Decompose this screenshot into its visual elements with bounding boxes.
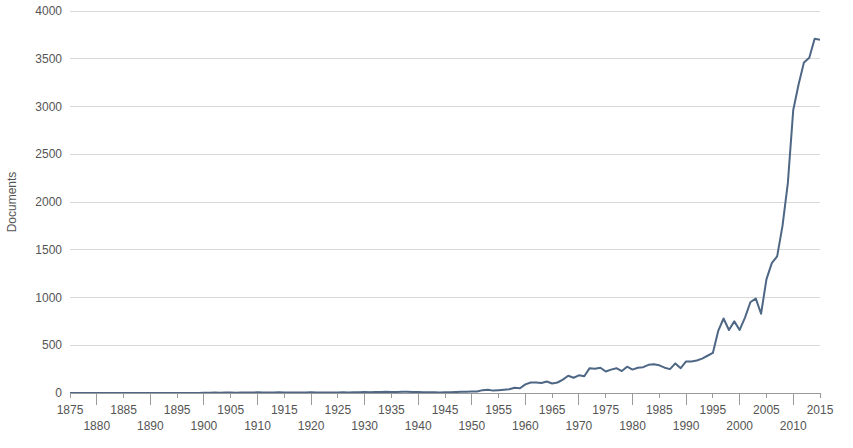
- x-tick: [230, 393, 231, 398]
- x-tick-label: 1955: [485, 403, 512, 417]
- x-tick: [471, 393, 472, 405]
- x-tick: [257, 393, 258, 405]
- x-tick: [391, 393, 392, 398]
- x-tick: [605, 393, 606, 398]
- x-tick-label: 1985: [646, 403, 673, 417]
- x-tick: [311, 393, 312, 405]
- y-tick-label: 2500: [35, 147, 62, 161]
- x-tick: [739, 393, 740, 405]
- x-tick-label: 1940: [405, 419, 432, 433]
- plot-area: [70, 39, 820, 393]
- grid-line: [70, 297, 820, 298]
- y-tick-label: 3500: [35, 52, 62, 66]
- y-tick-label: 3000: [35, 100, 62, 114]
- x-tick-label: 1960: [512, 419, 539, 433]
- grid-line: [70, 345, 820, 346]
- x-tick: [686, 393, 687, 405]
- x-tick-label: 1920: [298, 419, 325, 433]
- x-tick-label: 1930: [351, 419, 378, 433]
- y-tick-label: 4000: [35, 4, 62, 18]
- x-tick: [552, 393, 553, 398]
- x-tick: [766, 393, 767, 398]
- x-tick-label: 1915: [271, 403, 298, 417]
- x-tick-label: 1900: [191, 419, 218, 433]
- grid-line: [70, 154, 820, 155]
- x-tick: [364, 393, 365, 405]
- x-tick-label: 1935: [378, 403, 405, 417]
- x-tick-label: 1965: [539, 403, 566, 417]
- y-axis-label: Documents: [5, 172, 19, 233]
- x-tick-label: 1995: [700, 403, 727, 417]
- grid-line: [70, 11, 820, 12]
- x-tick-label: 2000: [726, 419, 753, 433]
- x-tick: [337, 393, 338, 398]
- x-tick-label: 1990: [673, 419, 700, 433]
- x-tick-label: 1875: [57, 403, 84, 417]
- x-tick: [418, 393, 419, 405]
- x-tick-label: 1890: [137, 419, 164, 433]
- x-tick: [70, 393, 71, 398]
- x-tick: [820, 393, 821, 398]
- x-tick: [632, 393, 633, 405]
- x-tick-label: 1950: [458, 419, 485, 433]
- x-tick: [203, 393, 204, 405]
- x-tick-label: 1905: [217, 403, 244, 417]
- x-tick: [284, 393, 285, 398]
- x-tick-label: 1925: [325, 403, 352, 417]
- x-tick: [150, 393, 151, 405]
- y-tick-label: 500: [42, 338, 62, 352]
- y-tick-label: 1000: [35, 291, 62, 305]
- x-tick: [123, 393, 124, 398]
- x-tick: [498, 393, 499, 398]
- y-tick-label: 1500: [35, 243, 62, 257]
- x-tick-label: 1945: [432, 403, 459, 417]
- x-tick: [96, 393, 97, 405]
- chart: 0 500 1000 1500 2000 2500 3000 3500 4000 1875 1880…: [0, 0, 853, 448]
- grid-line: [70, 249, 820, 250]
- data-line: [70, 39, 820, 393]
- x-tick: [525, 393, 526, 405]
- grid-line: [70, 202, 820, 203]
- x-tick: [177, 393, 178, 398]
- x-tick-label: 1975: [592, 403, 619, 417]
- x-tick: [445, 393, 446, 398]
- grid-line: [70, 58, 820, 59]
- x-tick-label: 1970: [566, 419, 593, 433]
- grid-line: [70, 106, 820, 107]
- x-tick-label: 1980: [619, 419, 646, 433]
- x-tick-label: 1880: [83, 419, 110, 433]
- x-tick-label: 2015: [807, 403, 834, 417]
- y-tick-label: 0: [55, 386, 62, 400]
- y-tick-label: 2000: [35, 195, 62, 209]
- x-tick: [793, 393, 794, 405]
- x-tick: [659, 393, 660, 398]
- x-tick: [578, 393, 579, 405]
- x-tick: [712, 393, 713, 398]
- x-tick-label: 1885: [110, 403, 137, 417]
- x-tick-label: 2010: [780, 419, 807, 433]
- x-tick-label: 1910: [244, 419, 271, 433]
- x-tick-label: 2005: [753, 403, 780, 417]
- x-tick-label: 1895: [164, 403, 191, 417]
